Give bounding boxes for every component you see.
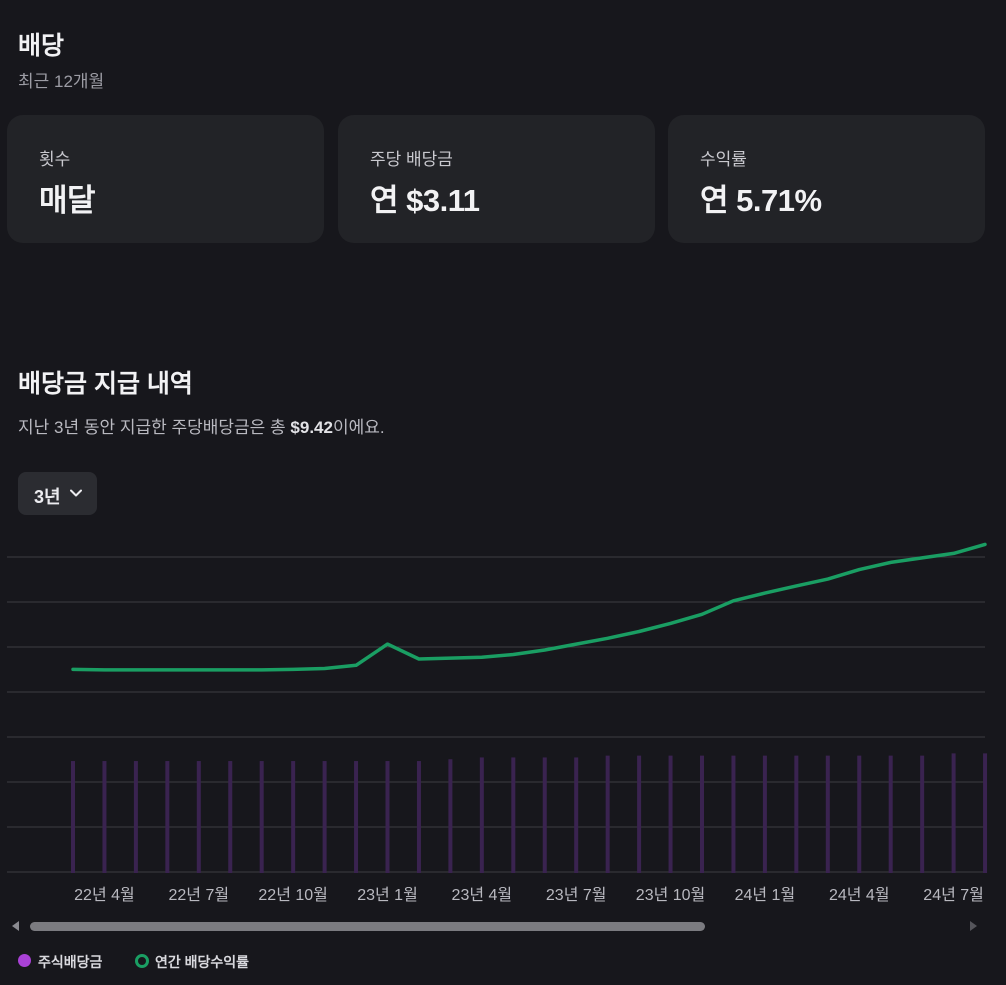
history-description: 지난 3년 동안 지급한 주당배당금은 총 $9.42이에요. (18, 413, 385, 438)
dividend-bar (322, 761, 327, 873)
dividend-bar (291, 761, 296, 873)
dividend-bar (762, 755, 767, 873)
dividend-bar (731, 755, 736, 873)
legend-dividend-label: 주식배당금 (38, 954, 103, 970)
dividend-bar (354, 761, 359, 873)
dividend-bar (825, 755, 830, 873)
yield-ring-icon (135, 954, 149, 968)
x-tick-label: 23년 1월 (357, 886, 418, 904)
history-title: 배당금 지급 내역 (18, 370, 193, 398)
frequency-card: 횟수 매달 (7, 115, 324, 243)
dividend-bar (951, 753, 956, 873)
dividend-bar (259, 761, 264, 873)
frequency-value: 매달 (39, 183, 96, 218)
history-desc-prefix: 지난 3년 동안 지급한 주당배당금은 총 (18, 418, 291, 437)
yield-value: 연 5.71% (700, 183, 822, 218)
dividend-per-share-card: 주당 배당금 연 $3.11 (338, 115, 655, 243)
frequency-label: 횟수 (39, 150, 71, 169)
dividend-bar (857, 755, 862, 873)
dividend-bar (920, 755, 925, 873)
dividend-bar (133, 761, 138, 873)
dividend-bar (668, 755, 673, 873)
dividend-bar (228, 761, 233, 873)
x-tick-label: 24년 1월 (735, 886, 796, 904)
x-tick-label: 23년 10월 (636, 886, 705, 904)
dividend-bar (542, 757, 547, 873)
dividend-bar (983, 753, 988, 873)
dividend-history-chart: 22년 4월 22년 7월 22년 10월 23년 1월 23년 4월 23년 7월 23년… (7, 542, 988, 904)
dividend-per-share-value: 연 $3.11 (370, 183, 480, 218)
x-tick-label: 22년 4월 (74, 886, 135, 904)
dividend-bar (479, 757, 484, 873)
dividend-bar (196, 761, 201, 873)
yield-label: 수익률 (700, 150, 747, 169)
chevron-down-icon (70, 489, 82, 497)
yield-card: 수익률 연 5.71% (668, 115, 985, 243)
dividend-bar (637, 755, 642, 873)
x-tick-label: 22년 7월 (169, 886, 230, 904)
history-desc-suffix: 이에요. (332, 418, 385, 437)
dividend-bar (385, 761, 390, 873)
dividend-bar (574, 757, 579, 873)
dividend-bar (888, 755, 893, 873)
dividend-bar (71, 761, 75, 873)
x-tick-label: 23년 4월 (452, 886, 513, 904)
scroll-left-arrow-icon[interactable] (12, 921, 19, 931)
page-subtitle: 최근 12개월 (18, 72, 105, 91)
dividend-bar (700, 755, 704, 873)
dividend-dot-icon (18, 954, 31, 967)
x-tick-label: 24년 4월 (829, 886, 890, 904)
period-select-button[interactable]: 3년 (18, 472, 97, 515)
x-tick-label: 24년 7월 (923, 886, 984, 904)
scroll-right-arrow-icon[interactable] (970, 921, 977, 931)
page-title: 배당 (18, 32, 65, 60)
dividend-bar (511, 757, 516, 873)
legend-yield-label: 연간 배당수익률 (155, 954, 250, 970)
yield-line (71, 542, 987, 672)
x-tick-label: 23년 7월 (546, 886, 607, 904)
dividend-bar (416, 761, 421, 873)
dividend-bar (448, 759, 453, 873)
x-tick-label: 22년 10월 (258, 886, 327, 904)
history-desc-amount: $9.42 (290, 418, 333, 437)
dividend-bar (165, 761, 170, 873)
dividend-bar (605, 755, 610, 873)
dividend-per-share-label: 주당 배당금 (370, 150, 453, 169)
dividend-bar (102, 761, 107, 873)
chart-scrollbar-thumb[interactable] (30, 922, 705, 931)
dividend-bar (794, 755, 799, 873)
period-select-label: 3년 (34, 487, 61, 507)
